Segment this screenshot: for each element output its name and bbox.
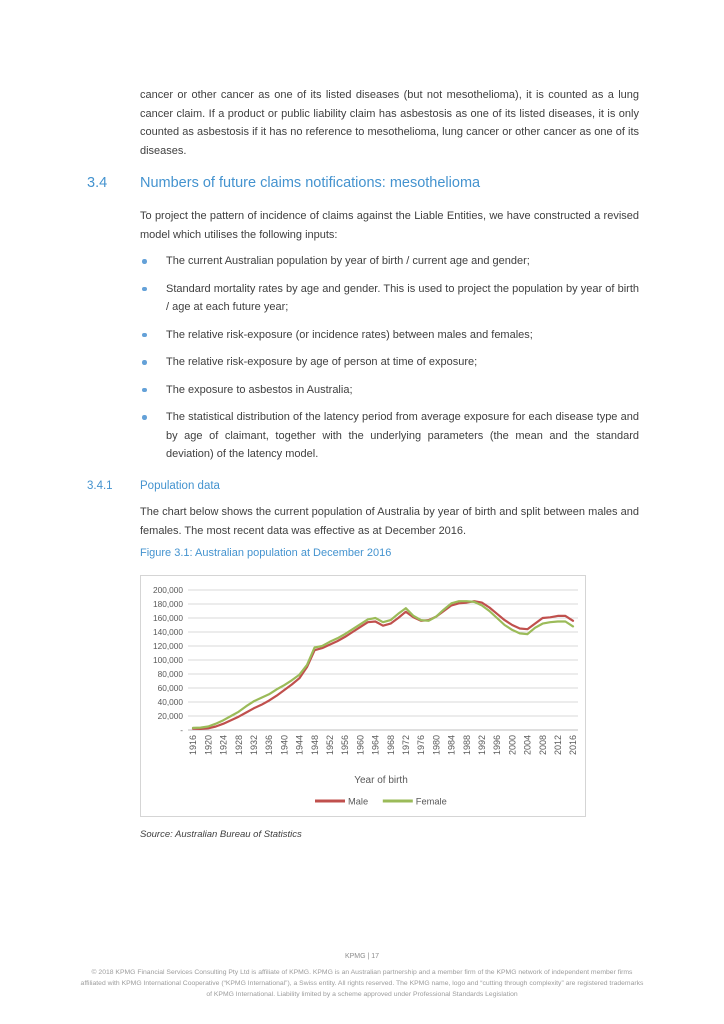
bullet-icon: [142, 415, 147, 420]
x-axis-tick-label: 1964: [371, 735, 381, 755]
x-axis-tick-label: 2004: [523, 735, 533, 755]
x-axis-tick-label: 1940: [279, 735, 289, 755]
x-axis-tick-label: 2016: [568, 735, 578, 755]
bullet-text: The statistical distribution of the late…: [166, 411, 639, 460]
bullet-item: The relative risk-exposure (or incidence…: [140, 326, 639, 345]
footer-disclaimer: © 2018 KPMG Financial Services Consultin…: [80, 969, 644, 999]
x-axis-title: Year of birth: [354, 775, 408, 786]
x-axis-tick-label: 1948: [310, 735, 320, 755]
x-axis-tick-label: 1960: [355, 735, 365, 755]
bullet-icon: [142, 387, 147, 392]
x-axis-tick-label: 1924: [219, 735, 229, 755]
x-axis-tick-label: 2000: [507, 735, 517, 755]
bullet-text: The relative risk-exposure (or incidence…: [166, 328, 533, 341]
x-axis-tick-label: 1992: [477, 735, 487, 755]
bullet-item: The exposure to asbestos in Australia;: [140, 381, 639, 400]
y-axis-tick-label: 200,000: [153, 585, 183, 595]
x-axis-tick-label: 1928: [234, 735, 244, 755]
subsection-paragraph: The chart below shows the current popula…: [140, 506, 639, 537]
x-axis-tick-label: 1936: [264, 735, 274, 755]
figure-caption: Figure 3.1: Australian population at Dec…: [140, 547, 392, 559]
bullet-item: Standard mortality rates by age and gend…: [140, 280, 639, 317]
section-number: 3.4: [87, 175, 108, 191]
x-axis-tick-label: 1980: [431, 735, 441, 755]
y-axis-tick-label: 80,000: [158, 669, 184, 679]
x-axis-tick-label: 1956: [340, 735, 350, 755]
y-axis-tick-label: 160,000: [153, 613, 183, 623]
x-axis-tick-label: 2008: [538, 735, 548, 755]
series-line-female: [191, 600, 575, 729]
source-note: Source: Australian Bureau of Statistics: [140, 829, 302, 840]
x-axis-tick-label: 1976: [416, 735, 426, 755]
y-axis-tick-label: 40,000: [158, 697, 184, 707]
section-heading: 3.4 Numbers of future claims notificatio…: [87, 175, 639, 192]
section-intro-paragraph: To project the pattern of incidence of c…: [140, 210, 639, 241]
footer-page-label: KPMG | 17: [344, 953, 380, 960]
x-axis-tick-label: 1932: [249, 735, 259, 755]
legend-label-female: Female: [416, 796, 447, 806]
x-axis-tick-label: 1920: [203, 735, 213, 755]
bullet-item: The relative risk-exposure by age of per…: [140, 353, 639, 372]
y-axis-tick-label: 100,000: [153, 655, 183, 665]
inputs-bullet-list: The current Australian population by yea…: [140, 252, 639, 473]
y-axis-tick-label: 120,000: [153, 641, 183, 651]
section-title: Numbers of future claims notifications: …: [140, 175, 481, 191]
bullet-icon: [142, 259, 147, 264]
bullet-text: The exposure to asbestos in Australia;: [166, 383, 353, 396]
x-axis-tick-label: 1916: [188, 735, 198, 755]
figure-box: - 20,000 40,000 60,000 80,000 100,000 120,000 1…: [140, 575, 586, 817]
bullet-text: The current Australian population by yea…: [166, 255, 530, 267]
x-axis-tick-label: 1952: [325, 735, 335, 755]
y-axis-tick-label: 180,000: [153, 599, 183, 609]
series-line-male: [191, 600, 575, 730]
bullet-icon: [142, 360, 147, 365]
bullet-item: The statistical distribution of the late…: [140, 408, 639, 464]
population-chart: - 20,000 40,000 60,000 80,000 100,000 120,000 1…: [153, 585, 578, 807]
legend-label-male: Male: [348, 796, 368, 806]
subsection-heading: 3.4.1 Population data: [87, 479, 639, 493]
x-axis-tick-label: 1996: [492, 735, 502, 755]
y-axis-tick-label: 140,000: [153, 627, 183, 637]
bullet-icon: [142, 286, 147, 291]
y-axis-tick-label: 60,000: [158, 683, 184, 693]
y-axis-tick-label: -: [180, 725, 183, 735]
bullet-text: Standard mortality rates by age and gend…: [166, 282, 639, 314]
bullet-icon: [142, 332, 147, 337]
intro-paragraph: cancer or other cancer as one of its lis…: [140, 89, 639, 157]
x-axis-tick-label: 1968: [386, 735, 396, 755]
x-axis-tick-label: 1944: [295, 735, 305, 755]
x-axis-tick-label: 1984: [447, 735, 457, 755]
bullet-item: The current Australian population by yea…: [140, 252, 639, 271]
x-axis-tick-label: 1972: [401, 735, 411, 755]
bullet-text: The relative risk-exposure by age of per…: [166, 356, 478, 368]
x-axis-tick-label: 2012: [553, 735, 563, 755]
subsection-title: Population data: [140, 480, 220, 492]
y-axis-tick-label: 20,000: [158, 711, 184, 721]
subsection-number: 3.4.1: [87, 480, 113, 492]
x-axis-tick-label: 1988: [462, 735, 472, 755]
